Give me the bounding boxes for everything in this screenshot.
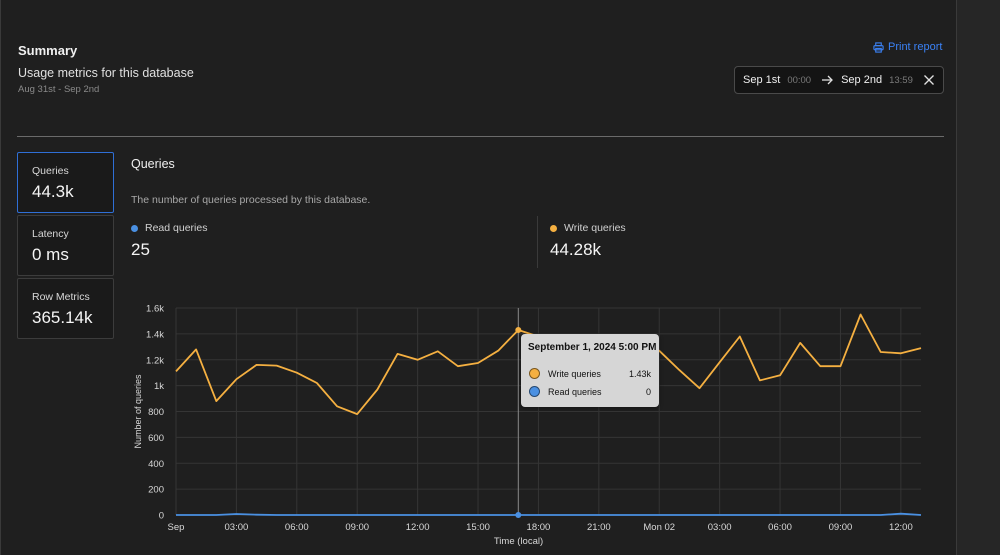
y-axis-title: Number of queries [133,374,143,449]
print-report-link[interactable]: Print report [873,41,942,53]
read-queries-line [176,512,922,516]
y-tick-label: 0 [159,511,164,522]
section-divider [17,136,944,137]
x-tick-label: Sep [168,522,185,533]
legend-separator [537,216,538,268]
metric-label: Latency [32,228,69,240]
printer-icon [873,41,884,53]
y-tick-label: 1k [154,381,164,392]
x-tick-label: Mon 02 [643,522,675,533]
queries-chart[interactable]: 0 200 400 600 800 1k 1.2k 1.4k 1.6k Sep 03:00 06:00… [120,295,950,555]
metric-card-latency[interactable]: Latency 0 ms [17,215,114,276]
x-tick-label: 03:00 [225,522,249,533]
queries-chart-svg[interactable]: 0 200 400 600 800 1k 1.2k 1.4k 1.6k Sep 03:00 06:00… [120,295,950,555]
write-queries-label: Write queries [564,222,626,234]
legend-write-queries: Write queries [550,222,626,234]
x-tick-label: 09:00 [829,522,853,533]
y-tick-label: 400 [148,459,164,470]
x-tick-label: 06:00 [285,522,309,533]
y-tick-label: 200 [148,485,164,496]
x-tick-label: 21:00 [587,522,611,533]
tooltip-value: 0 [645,386,651,397]
tooltip-swatch [529,386,540,397]
chart-tooltip: September 1, 2024 5:00 PM Write queries … [521,334,659,407]
tooltip-row-write: Write queries 1.43k [529,368,651,379]
y-tick-label: 1.4k [146,329,164,340]
x-tick-label: 06:00 [768,522,792,533]
tooltip-value: 1.43k [628,368,651,379]
read-queries-label: Read queries [145,222,208,234]
tooltip-row-read: Read queries 0 [529,386,651,397]
summary-subtitle: Usage metrics for this database [18,66,194,80]
write-queries-value: 44.28k [550,240,602,259]
print-report-label: Print report [888,41,943,53]
end-date: Sep 2nd [841,74,883,86]
write-queries-dot [550,224,557,232]
arrow-right-icon [822,75,834,85]
y-tick-label: 800 [148,407,164,418]
summary-range: Aug 31st - Sep 2nd [18,84,100,95]
queries-description: The number of queries processed by this … [131,194,371,206]
legend-read-queries: Read queries [131,222,207,234]
metric-card-row-metrics[interactable]: Row Metrics 365.14k [17,278,114,339]
date-range-picker[interactable]: Sep 1st 00:00 Sep 2nd 13:59 [734,66,944,94]
queries-title: Queries [131,157,175,171]
y-tick-label: 1.2k [146,355,164,366]
metric-label: Queries [32,165,69,177]
close-icon[interactable] [923,74,935,86]
tooltip-label: Write queries [548,368,601,379]
metric-value: 44.3k [32,182,74,201]
y-tick-label: 600 [148,433,164,444]
x-tick-label: 12:00 [889,522,913,533]
x-axis-title: Time (local) [494,536,543,547]
x-tick-label: 15:00 [466,522,490,533]
x-tick-label: 18:00 [527,522,551,533]
x-tick-label: 03:00 [708,522,732,533]
metric-value: 365.14k [32,308,93,327]
read-hover-marker [515,512,522,518]
tooltip-label: Read queries [548,386,602,397]
start-date: Sep 1st [743,74,781,86]
read-queries-value: 25 [131,240,150,259]
tooltip-swatch [529,368,540,379]
read-queries-dot [131,224,138,232]
write-hover-marker [515,326,522,333]
metric-card-queries[interactable]: Queries 44.3k [17,152,114,213]
metric-label: Row Metrics [32,291,90,303]
metric-value: 0 ms [32,245,69,264]
x-tick-label: 12:00 [406,522,430,533]
tooltip-title: September 1, 2024 5:00 PM [528,342,657,353]
x-tick-label: 09:00 [345,522,369,533]
start-time: 00:00 [787,74,812,86]
end-time: 13:59 [889,74,913,86]
summary-title: Summary [18,43,78,58]
page-gutter [957,0,1000,555]
y-tick-label: 1.6k [146,304,164,315]
